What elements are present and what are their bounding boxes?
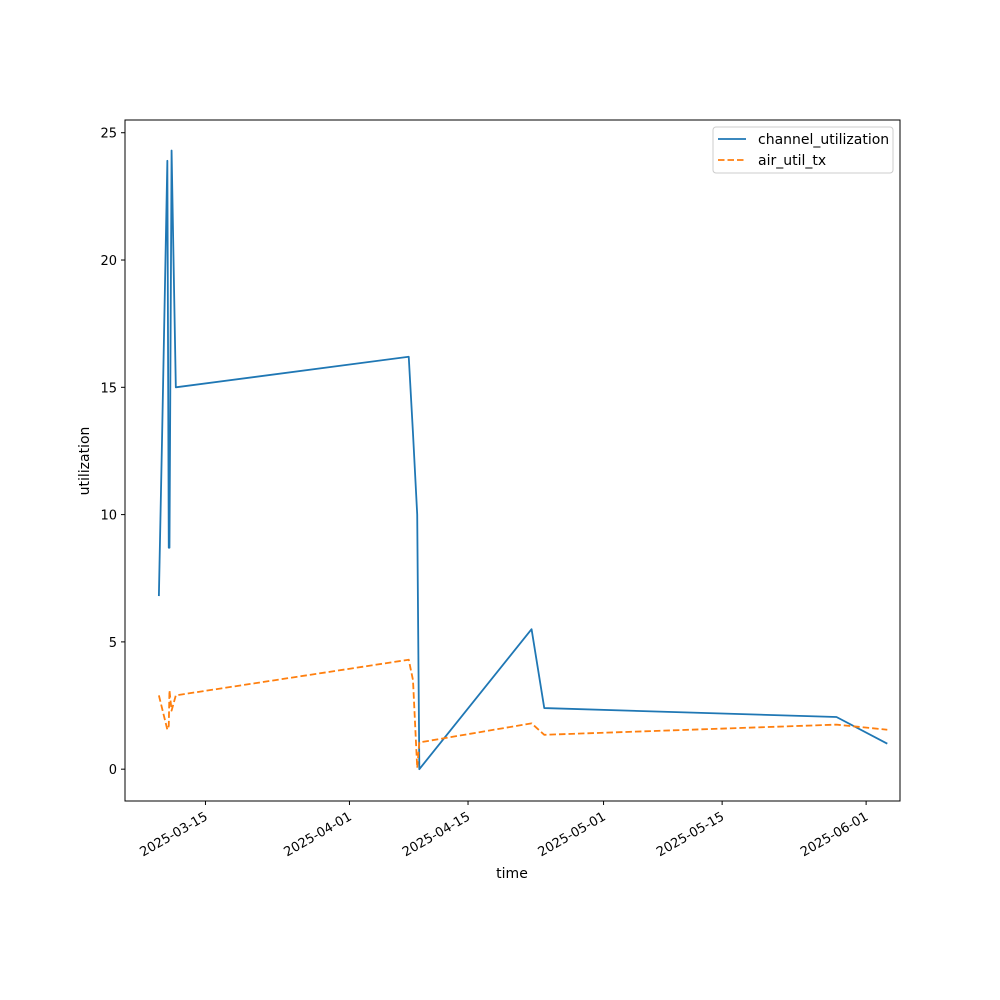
legend-label-channel-utilization: channel_utilization [758, 132, 889, 148]
y-axis: 0 5 10 15 20 25 [100, 127, 125, 778]
y-tick-label: 20 [100, 254, 117, 269]
y-tick-label: 15 [100, 381, 117, 396]
legend-label-air-util-tx: air_util_tx [758, 153, 826, 169]
y-axis-label: utilization [77, 427, 93, 496]
series-line-air-util-tx [158, 658, 888, 769]
y-tick-label: 5 [109, 636, 117, 651]
y-tick-label: 10 [100, 509, 117, 524]
legend-box [712, 126, 894, 174]
legend: channel_utilization air_util_tx [712, 126, 894, 174]
y-tick-label: 0 [109, 763, 117, 778]
plot-area [124, 119, 901, 802]
x-axis-label: time [496, 866, 528, 882]
series-layer [157, 149, 888, 771]
series-line-channel-utilization [157, 149, 888, 771]
y-tick-label: 25 [100, 127, 117, 142]
axes-frame [124, 119, 901, 802]
